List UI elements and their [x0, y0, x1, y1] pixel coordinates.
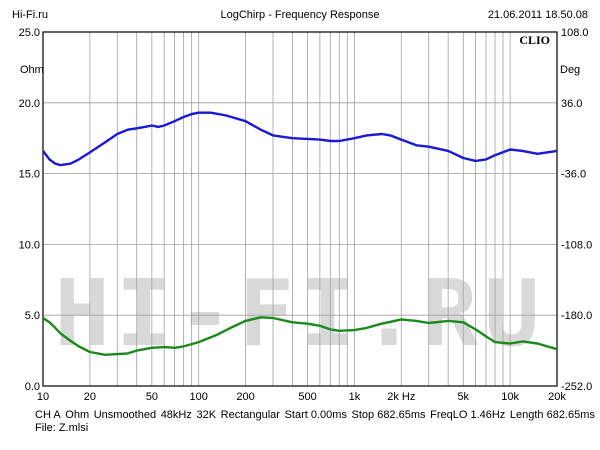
y-tick-label-left: 25.0 [19, 27, 40, 39]
x-tick-label: 20 [84, 391, 96, 403]
header-datetime: 21.06.2011 18.50.08 [487, 9, 588, 21]
footer-setting-item: Unsmoothed [93, 409, 157, 421]
series-line-blue [42, 111, 558, 167]
watermark-logo: HI-FI.RU [54, 260, 545, 367]
y-tick-label-left: 20.0 [19, 98, 40, 110]
y-tick-label-right: 36.0 [561, 98, 582, 110]
y-tick-label-right: -36.0 [561, 169, 586, 181]
y-tick-label-left: 5.0 [25, 310, 40, 322]
y-tick-label-right: -180.0 [561, 310, 592, 322]
x-tick-label: 10k [501, 391, 519, 403]
clio-logo: CLIO [519, 33, 550, 47]
x-tick-label: 5k [457, 391, 469, 403]
footer-setting-item: Start 0.00ms [284, 409, 347, 421]
footer-settings: CH A Ohm Unsmoothed 48kHz 32K Rectangular Star… [35, 409, 595, 421]
x-tick-label: 20k [548, 391, 566, 403]
axis-tick-labels: 10 20 50 100 200 500 1k 2k Hz 5k 10k 20k 25.0 20.0 15… [19, 27, 593, 403]
footer-setting-item: CH A [35, 409, 61, 421]
x-tick-label: 50 [146, 391, 158, 403]
y-tick-label-right: 108.0 [561, 27, 589, 39]
y-tick-label-left: 0.0 [25, 381, 40, 393]
footer-file-label: File: Z.mlsi [35, 422, 89, 434]
footer-setting-item: FreqLO 1.46Hz [430, 409, 506, 421]
x-tick-label: 2k Hz [387, 391, 415, 403]
x-tick-label: 10 [37, 391, 49, 403]
x-tick-label: 200 [236, 391, 254, 403]
footer-setting-item: Rectangular [220, 409, 280, 421]
footer-setting-item: 32K [196, 409, 217, 421]
chart-series [42, 111, 558, 356]
footer-setting-item: Stop 682.65ms [351, 409, 426, 421]
x-tick-label: 1k [349, 391, 361, 403]
chart-grid [43, 32, 557, 386]
footer-setting-item: Length 682.65ms [509, 409, 595, 421]
x-tick-label: 100 [190, 391, 208, 403]
footer-setting-item: Ohm [65, 409, 90, 421]
header-source-label: Hi-Fi.ru [12, 9, 49, 21]
right-axis-unit: Deg [560, 64, 581, 76]
plot-frame [42, 31, 558, 387]
watermark-text: HI-FI.RU [54, 260, 545, 367]
y-tick-label-left: 10.0 [19, 239, 40, 251]
chart-title: LogChirp - Frequency Response [220, 9, 380, 21]
y-tick-label-left: 15.0 [19, 169, 40, 181]
x-tick-label: 500 [298, 391, 316, 403]
left-axis-unit: Ohm [20, 64, 44, 76]
footer-setting-item: 48kHz [160, 409, 192, 421]
series-line-green [42, 316, 558, 356]
y-tick-label-right: -252.0 [561, 381, 592, 393]
y-tick-label-right: -108.0 [561, 239, 592, 251]
